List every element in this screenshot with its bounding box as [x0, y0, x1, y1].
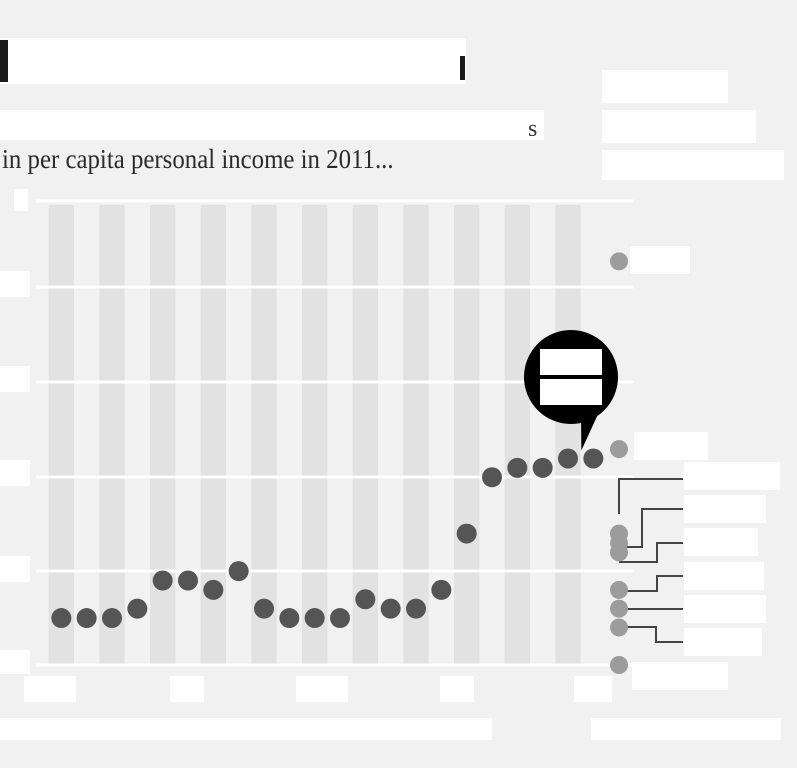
column-band [48, 205, 74, 665]
data-point [558, 448, 578, 469]
data-point [152, 570, 173, 591]
data-point [304, 608, 325, 629]
subtitle-line1-redacted [0, 110, 544, 140]
data-point [228, 561, 249, 582]
comparison-label-redacted [684, 595, 766, 623]
callout-bubble [524, 330, 618, 424]
column-band [504, 205, 530, 665]
column-band [150, 205, 176, 665]
comparison-point [610, 618, 628, 637]
comparison-point [610, 252, 628, 271]
callout-value-redacted [540, 349, 602, 375]
data-point [203, 579, 224, 600]
subtitle-line1-tail: s [528, 116, 538, 142]
y-tick-label-redacted [0, 556, 30, 582]
leader-line [619, 575, 683, 592]
data-point [532, 457, 553, 478]
data-point [482, 467, 502, 488]
legend-note-line3-redacted [602, 150, 784, 180]
legend-note-line1-redacted [602, 70, 728, 103]
data-point [330, 608, 350, 629]
title-first-letter [0, 40, 8, 82]
comparison-label-redacted [684, 562, 764, 590]
data-point [279, 608, 300, 629]
data-point [583, 448, 604, 469]
comparison-label-redacted [684, 628, 762, 656]
comparison-point [610, 543, 628, 562]
y-tick-label-redacted [0, 366, 30, 392]
data-point [51, 608, 72, 629]
callout-value-redacted [540, 379, 602, 405]
x-tick-label-redacted [296, 676, 348, 702]
data-point [178, 570, 198, 591]
comparison-label-redacted [684, 462, 780, 490]
x-tick-label-redacted [24, 676, 76, 702]
column-band [302, 205, 328, 665]
data-point [431, 579, 452, 600]
x-tick-label-redacted [170, 676, 204, 702]
y-tick-label-redacted [0, 650, 30, 674]
data-point [355, 589, 376, 610]
x-tick-label-redacted [440, 676, 474, 702]
y-tick-label-redacted [0, 271, 30, 297]
column-band [403, 205, 429, 665]
comparison-point [610, 656, 628, 674]
leader-line [618, 478, 683, 514]
leader-line [619, 542, 683, 563]
data-point [380, 598, 401, 619]
column-band [352, 205, 378, 665]
comparison-point [610, 599, 628, 618]
column-band [555, 205, 581, 665]
data-point [406, 598, 426, 619]
leader-line [619, 508, 683, 548]
title-last-letter [460, 56, 465, 80]
y-tick-label-redacted [0, 460, 30, 486]
leader-line [619, 626, 683, 643]
column-band [99, 205, 125, 665]
comparison-label-redacted [630, 246, 690, 274]
credit-redacted [591, 718, 781, 740]
y-tick-label-redacted [14, 189, 28, 211]
column-band [454, 205, 480, 665]
data-point [102, 608, 122, 629]
title-redacted [0, 38, 466, 84]
data-point [76, 608, 97, 629]
column-band [251, 205, 277, 665]
comparison-label-redacted [684, 495, 766, 523]
data-point [127, 598, 148, 619]
x-tick-label-redacted [574, 676, 612, 702]
comparison-label-redacted [634, 432, 708, 460]
comparison-label-redacted [632, 662, 728, 690]
comparison-point [610, 580, 628, 599]
data-point [456, 523, 477, 544]
comparison-point [610, 440, 628, 459]
source-note-redacted [0, 718, 492, 740]
data-point [507, 457, 528, 478]
comparison-label-redacted [684, 528, 758, 556]
subtitle: in per capita personal income in 2011... [2, 144, 394, 174]
data-point [254, 598, 274, 619]
legend-note-line2-redacted [602, 110, 756, 143]
